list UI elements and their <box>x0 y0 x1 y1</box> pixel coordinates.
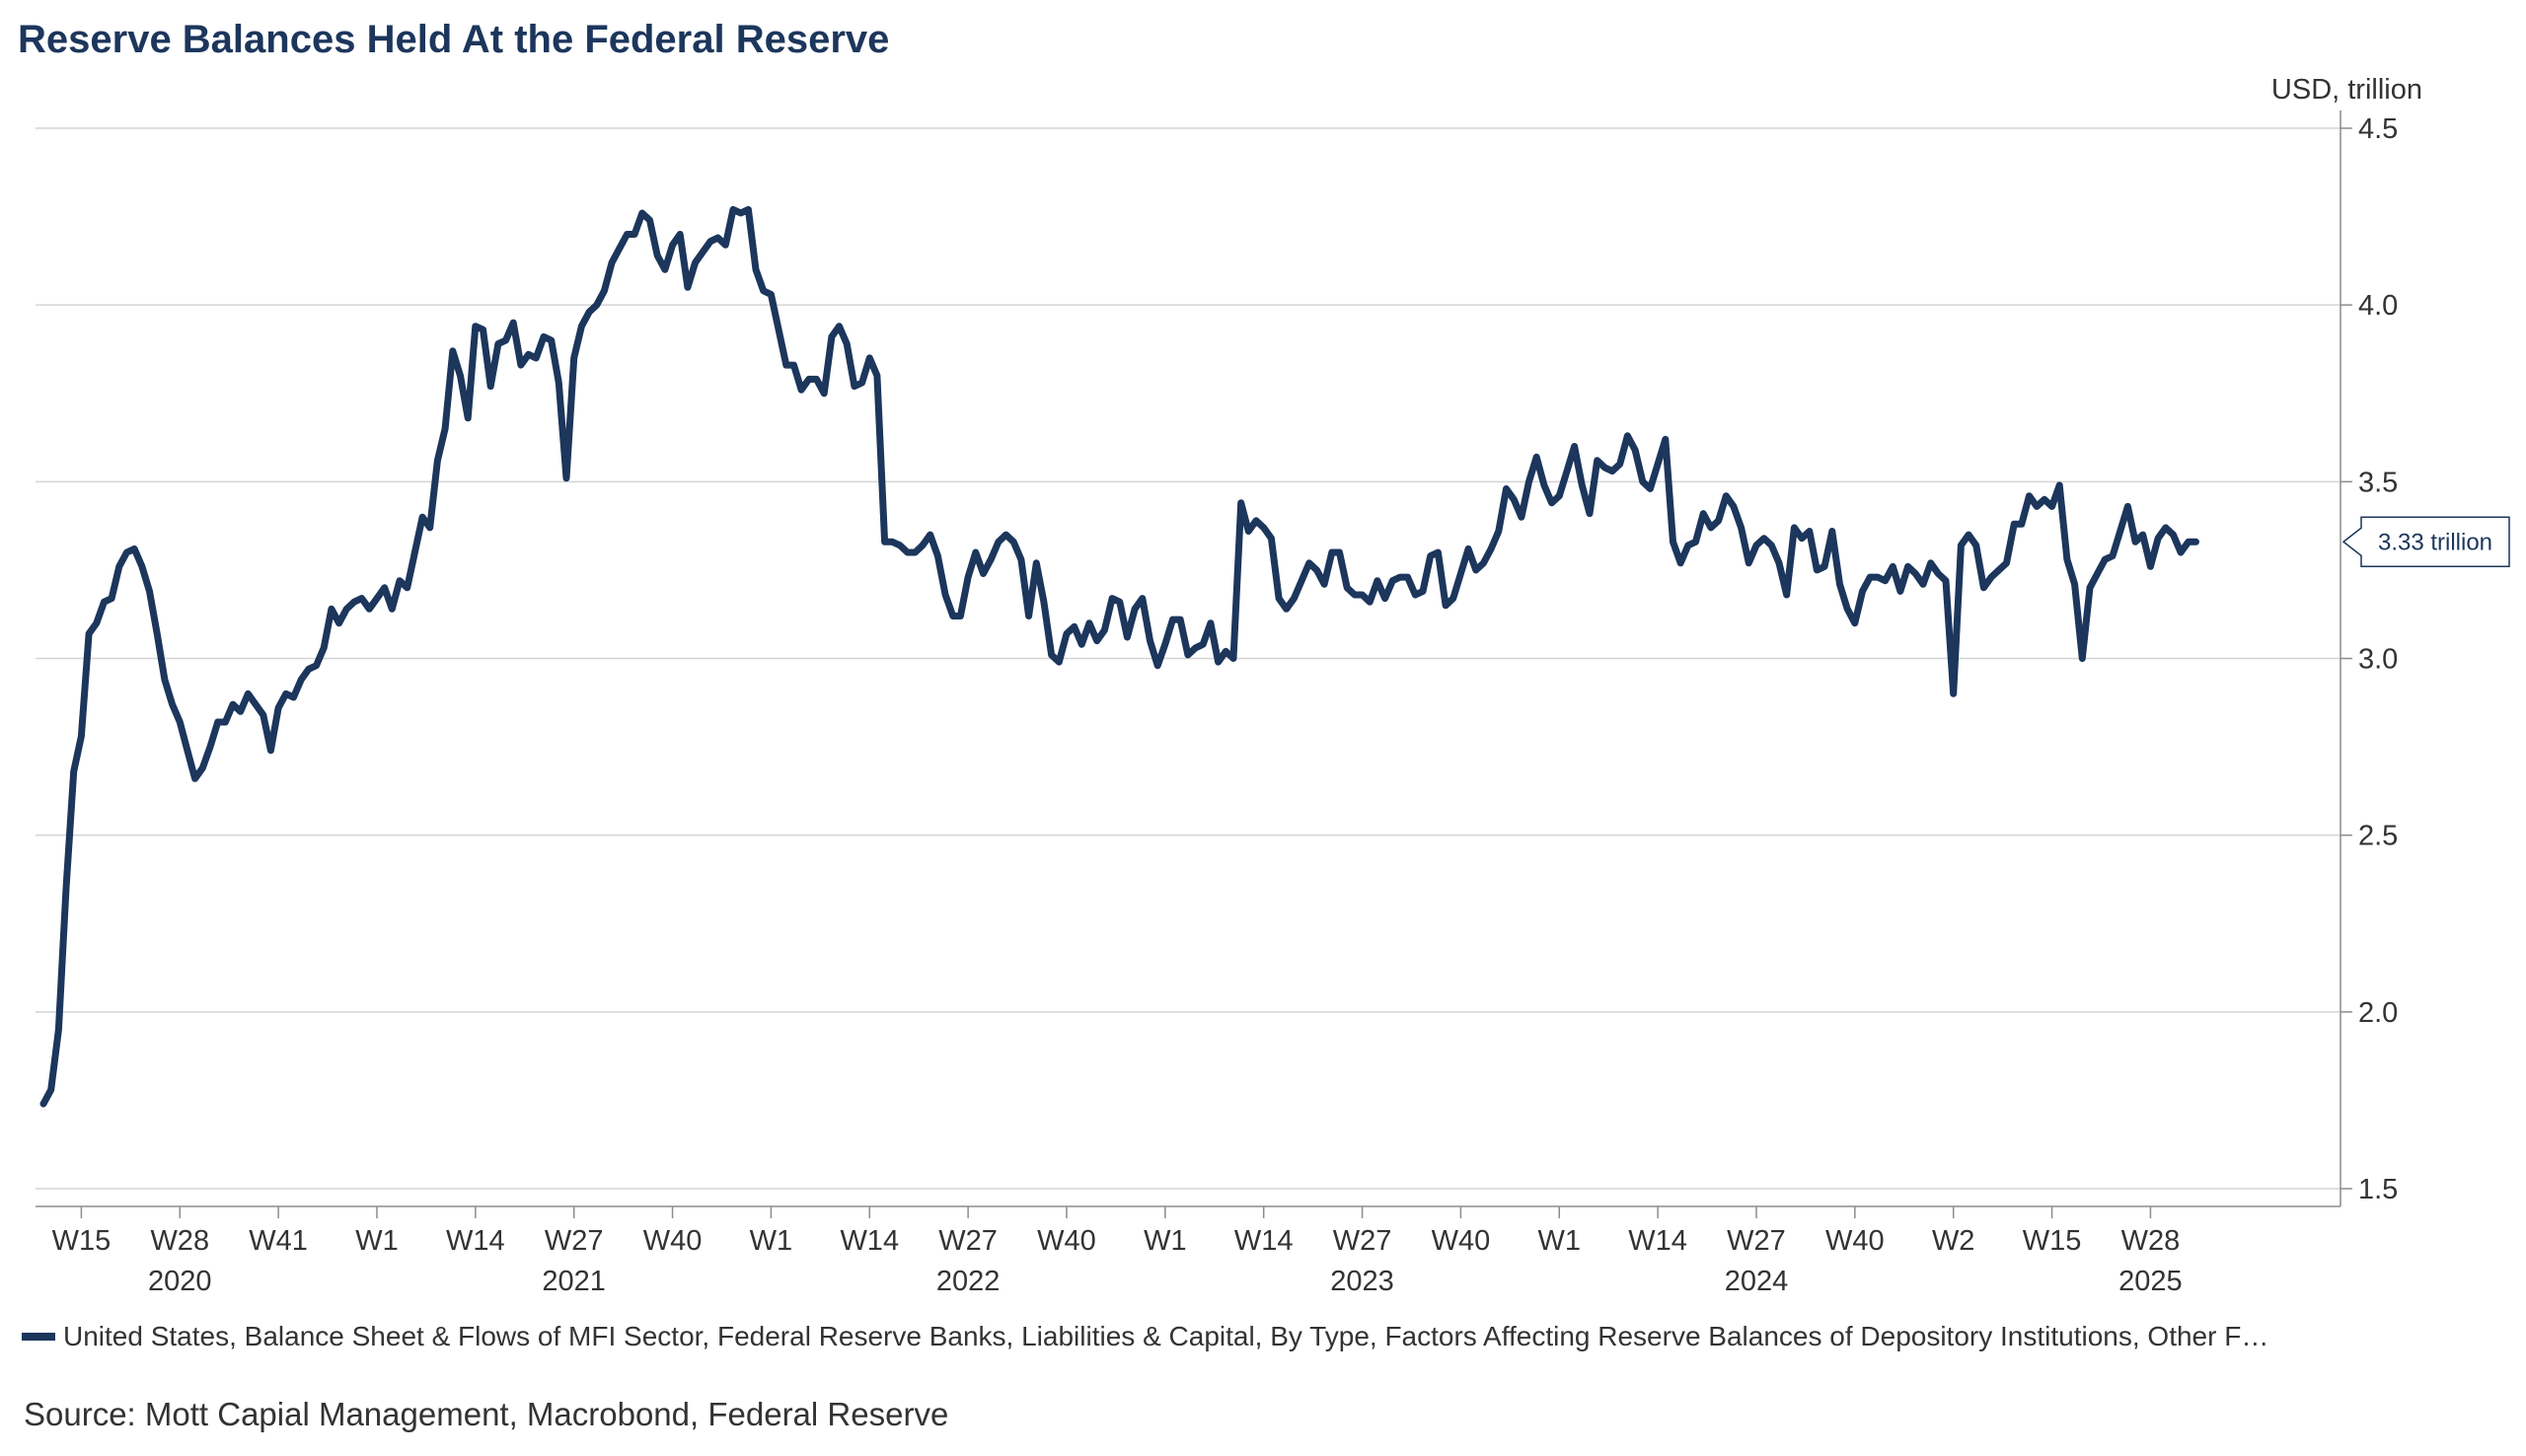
x-year-label: 2020 <box>148 1266 212 1297</box>
source-note: Source: Mott Capial Management, Macrobon… <box>24 1396 949 1432</box>
y-axis-ticks: 1.5 2.0 2.5 3.0 3.5 4.0 4.5 <box>2340 113 2398 1205</box>
x-year-label: 2023 <box>1330 1266 1394 1297</box>
x-tick-label: W1 <box>750 1225 793 1257</box>
last-value-callout-box <box>2341 516 2510 567</box>
x-tick-label: W15 <box>2023 1225 2082 1257</box>
x-tick-label: W40 <box>1037 1225 1096 1257</box>
x-tick-label: W14 <box>446 1225 505 1257</box>
x-tick-label: W1 <box>355 1225 399 1257</box>
x-tick-label: W1 <box>1538 1225 1582 1257</box>
y-tick-label: 1.5 <box>2358 1174 2398 1205</box>
x-tick-label: W28 <box>2121 1225 2181 1257</box>
x-year-label: 2021 <box>542 1266 606 1297</box>
x-year-label: 2025 <box>2118 1266 2183 1297</box>
x-tick-label: W40 <box>643 1225 703 1257</box>
x-tick-label: W40 <box>1432 1225 1491 1257</box>
y-tick-label: 3.5 <box>2358 467 2398 498</box>
x-tick-label: W40 <box>1825 1225 1885 1257</box>
y-tick-label: 4.0 <box>2358 290 2398 322</box>
x-tick-label: W1 <box>1144 1225 1187 1257</box>
legend: United States, Balance Sheet & Flows of … <box>22 1321 2268 1352</box>
x-tick-label: W27 <box>1333 1225 1392 1257</box>
x-tick-label: W14 <box>1628 1225 1687 1257</box>
last-value-callout: 3.33 trillion <box>2341 516 2510 567</box>
grid-lines <box>36 127 2340 1190</box>
x-tick-label: W27 <box>1727 1225 1786 1257</box>
series-line <box>39 205 2199 1108</box>
x-tick-label: W41 <box>249 1225 308 1257</box>
x-tick-label: W27 <box>938 1225 998 1257</box>
y-tick-label: 2.5 <box>2358 821 2398 852</box>
y-axis-unit-label: USD, trillion <box>2271 74 2422 106</box>
x-tick-label: W15 <box>52 1225 111 1257</box>
x-tick-label: W27 <box>545 1225 604 1257</box>
y-tick-label: 2.0 <box>2358 997 2398 1029</box>
legend-label: United States, Balance Sheet & Flows of … <box>63 1321 2269 1351</box>
last-value-label: 3.33 trillion <box>2378 529 2492 555</box>
y-tick-label: 4.5 <box>2358 113 2398 145</box>
y-tick-label: 3.0 <box>2358 644 2398 676</box>
legend-swatch <box>22 1333 55 1341</box>
x-tick-label: W14 <box>840 1225 899 1257</box>
x-tick-label: W14 <box>1234 1225 1294 1257</box>
x-axis-ticks: W15 W28 2020 W41 W1 W14 W27 2021 W40 W1 W14 W27 2022… <box>52 1206 2183 1297</box>
x-year-label: 2024 <box>1725 1266 1789 1297</box>
chart-title: Reserve Balances Held At the Federal Res… <box>18 18 890 61</box>
x-year-label: 2022 <box>936 1266 1001 1297</box>
x-tick-label: W28 <box>150 1225 209 1257</box>
x-tick-label: W2 <box>1932 1225 1975 1257</box>
